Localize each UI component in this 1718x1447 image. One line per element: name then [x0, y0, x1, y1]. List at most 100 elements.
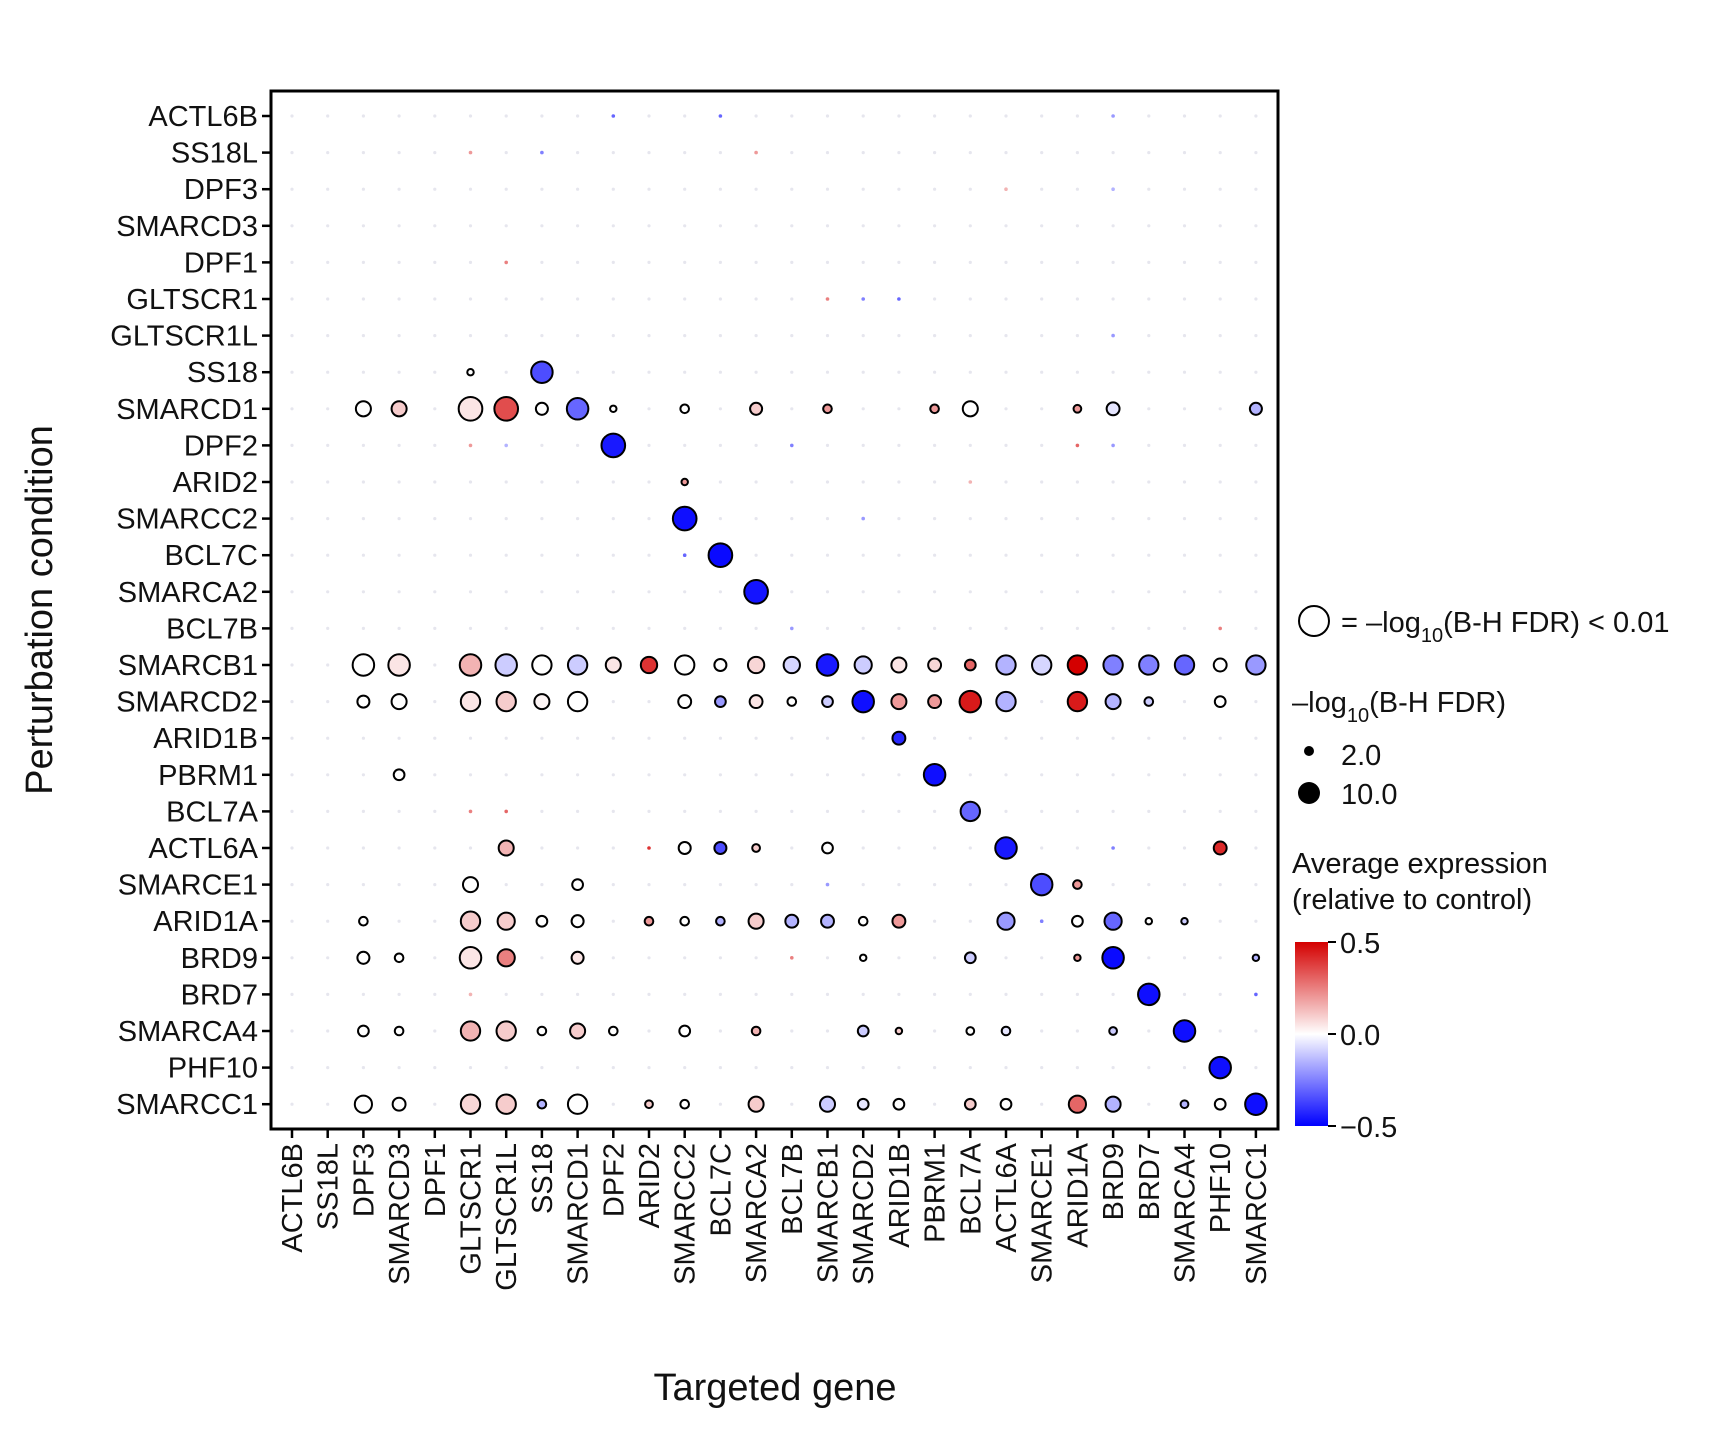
- faint-dot: [361, 260, 365, 264]
- dot-arid1a-dpf3: [358, 915, 369, 927]
- faint-dot: [290, 992, 294, 997]
- faint-dot: [540, 260, 544, 264]
- faint-dot: [933, 114, 937, 118]
- faint-dot: [683, 590, 687, 594]
- faint-dot: [1182, 480, 1187, 484]
- faint-dot: [1004, 773, 1008, 777]
- faint-dot: [1218, 187, 1222, 191]
- faint-dot: [1147, 1102, 1151, 1106]
- faint-dot: [1111, 590, 1115, 594]
- dot-smarca2-smarca2: [743, 578, 769, 605]
- faint-dot: [1040, 151, 1044, 155]
- faint-dot: [326, 480, 330, 484]
- faint-dot: [683, 260, 687, 264]
- dot-smarcb1-arid1a: [1066, 654, 1089, 676]
- faint-dot: [326, 334, 330, 338]
- x-tick-label-gltscr1: GLTSCR1: [456, 1143, 488, 1275]
- faint-dot: [611, 334, 615, 338]
- dot-smarcd2-bcl7b: [786, 696, 798, 707]
- faint-dot: [326, 1102, 330, 1106]
- faint-dot: [468, 260, 473, 264]
- faint-dot: [504, 992, 508, 997]
- faint-dot: [576, 151, 580, 155]
- faint-dot: [1075, 260, 1079, 264]
- faint-dot: [968, 919, 972, 923]
- faint-dot: [825, 590, 830, 594]
- faint-dot: [290, 1029, 294, 1033]
- faint-dot: [1147, 334, 1151, 338]
- dot-smarcd1-gltscr1l: [493, 395, 520, 422]
- faint-dot: [1040, 517, 1044, 521]
- faint-dot: [576, 297, 580, 301]
- dot-brd9-bcl7b: [790, 956, 794, 960]
- dot-smarcc1-smarca2: [747, 1095, 765, 1113]
- x-tick-label-smarcd3: SMARCD3: [384, 1143, 416, 1285]
- legend-size-title-main: –log: [1292, 687, 1347, 719]
- x-tick-label-brd9: BRD9: [1098, 1143, 1130, 1220]
- faint-dot: [1218, 590, 1222, 594]
- faint-dot: [504, 480, 508, 484]
- faint-dot: [290, 224, 294, 228]
- faint-dot: [1075, 846, 1079, 850]
- dot-smarcd2-dpf3: [356, 694, 371, 709]
- faint-dot: [1075, 517, 1079, 521]
- dot-smarcc1-smarcc2: [679, 1098, 691, 1110]
- faint-dot: [1004, 590, 1008, 594]
- dot-ss18l-gltscr1: [468, 150, 473, 155]
- legend-size-title-sub: 10: [1347, 705, 1369, 727]
- faint-dot: [576, 773, 580, 777]
- faint-dot: [1147, 736, 1151, 740]
- legend-sig-text: = –log: [1341, 607, 1421, 639]
- y-tick-label-gltscr1: GLTSCR1: [126, 284, 258, 316]
- faint-dot: [504, 736, 508, 740]
- dot-smarcd1-smarcb1: [822, 403, 833, 415]
- faint-dot: [1182, 407, 1187, 411]
- faint-dot: [1040, 1066, 1044, 1070]
- dot-arid1a-arid1b: [891, 913, 907, 929]
- dot-smarcd1-gltscr1: [457, 395, 484, 422]
- x-tick-label-dpf1: DPF1: [420, 1143, 452, 1217]
- faint-dot: [1111, 883, 1115, 887]
- faint-dot: [1075, 1029, 1079, 1033]
- legend-size-small-dot: [1304, 746, 1314, 756]
- data-points: [351, 114, 1268, 1116]
- dot-smarcc1-dpf3: [353, 1094, 373, 1114]
- x-tick-label-smarcb1: SMARCB1: [813, 1143, 845, 1283]
- faint-dot: [504, 224, 508, 228]
- faint-dot: [647, 956, 651, 960]
- legend-open-circle-icon: [1298, 605, 1330, 637]
- faint-dot: [504, 773, 508, 777]
- faint-dot: [933, 1102, 937, 1106]
- faint-dot: [326, 626, 330, 631]
- dot-brd7-gltscr1: [468, 992, 473, 997]
- y-tick-label-bcl7b: BCL7B: [166, 613, 258, 645]
- dot-smarcd1-smarca2: [749, 401, 764, 416]
- dot-smarce1-smarcd1: [571, 878, 584, 891]
- dot-smarcc1-brd9: [1104, 1095, 1122, 1113]
- faint-dot: [433, 114, 437, 118]
- faint-dot: [326, 114, 330, 118]
- faint-dot: [326, 736, 330, 740]
- dot-arid1a-smarcd1: [570, 914, 585, 929]
- dot-actl6a-gltscr1l: [497, 839, 515, 857]
- x-tick-label-arid1a: ARID1A: [1062, 1142, 1094, 1247]
- faint-dot: [718, 1029, 723, 1033]
- faint-dot: [1004, 517, 1008, 521]
- faint-dot: [1147, 883, 1151, 887]
- faint-dot: [290, 1102, 294, 1106]
- faint-dot: [540, 773, 544, 777]
- faint-dot: [433, 407, 437, 411]
- faint-dot: [290, 407, 294, 411]
- faint-dot: [433, 1066, 437, 1070]
- faint-dot: [790, 846, 794, 850]
- faint-dot: [1182, 517, 1187, 521]
- faint-dot: [718, 297, 723, 301]
- faint-dot: [1182, 443, 1187, 447]
- faint-dot: [1218, 517, 1222, 521]
- dot-dpf2-arid1a: [1075, 443, 1080, 448]
- faint-dot: [361, 224, 365, 228]
- x-tick-label-actl6a: ACTL6A: [991, 1142, 1023, 1252]
- faint-dot: [933, 151, 937, 155]
- x-tick-label-dpf2: DPF2: [598, 1143, 630, 1217]
- faint-dot: [361, 846, 365, 850]
